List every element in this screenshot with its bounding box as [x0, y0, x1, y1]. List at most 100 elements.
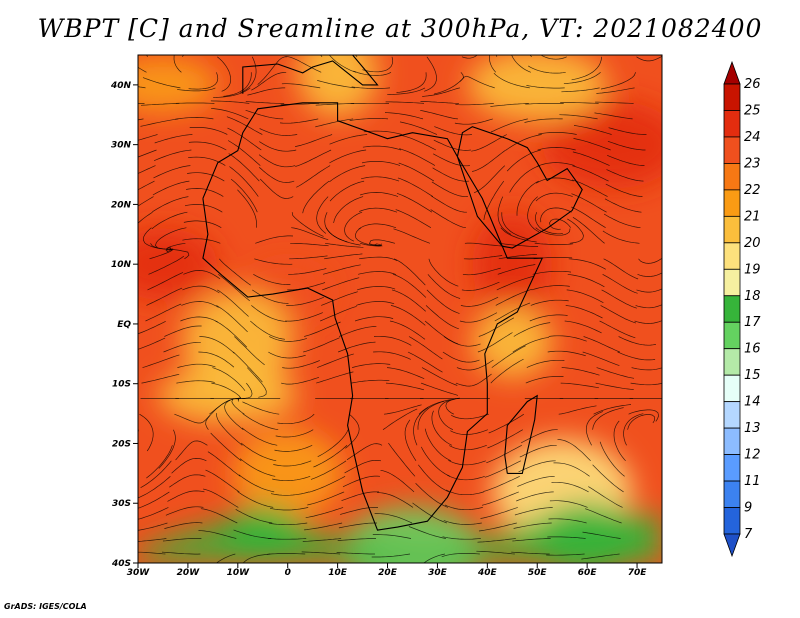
streamline [210, 432, 242, 462]
streamline [171, 458, 207, 474]
streamline [448, 459, 486, 466]
streamline [500, 227, 537, 243]
streamline [266, 553, 306, 555]
streamline [154, 227, 187, 248]
streamline [608, 127, 647, 135]
streamline [303, 337, 340, 353]
streamline [443, 520, 482, 525]
streamline [499, 242, 539, 247]
lat-tick-label: EQ [117, 320, 131, 330]
streamline [630, 382, 662, 386]
streamline [461, 55, 478, 59]
streamline [200, 508, 238, 524]
grads-credit: GrADS: IGES/COLA [4, 602, 87, 611]
map-title: WBPT [C] and Sreamline at 300hPa, VT: 20… [37, 14, 763, 43]
streamline [147, 272, 184, 291]
streamline [166, 242, 186, 253]
colorbar-swatch [723, 268, 741, 297]
streamline [595, 101, 634, 104]
streamline [152, 196, 189, 213]
streamline [472, 149, 507, 172]
streamline [638, 257, 662, 264]
arabia-coast [456, 126, 583, 249]
streamline [462, 267, 501, 276]
streamline [212, 367, 246, 391]
colorbar: 26 25 24 23 22 21 20 19 18 17 16 15 14 13 12 11 9 7 [723, 60, 761, 558]
streamline [315, 103, 355, 106]
streamline [513, 322, 551, 337]
streamline [138, 551, 166, 555]
streamline [605, 183, 643, 197]
streamline [442, 536, 481, 540]
streamline [561, 87, 600, 93]
streamline [305, 507, 344, 519]
streamline [336, 552, 375, 555]
streamline [455, 103, 494, 106]
streamline [477, 332, 513, 353]
field-region [157, 367, 298, 424]
streamline [92, 553, 130, 554]
streamline [424, 320, 459, 345]
streamline [628, 409, 659, 422]
streamline [268, 522, 308, 526]
streamline [177, 363, 216, 368]
streamline [333, 196, 364, 223]
streamline [564, 320, 602, 334]
streamline [247, 367, 267, 398]
lon-tick-label: 30E [428, 568, 448, 578]
streamline [473, 165, 506, 194]
streamline [358, 271, 397, 275]
streamline [487, 429, 523, 449]
streamline [524, 118, 563, 123]
madagascar-coast [504, 394, 538, 474]
streamline [418, 464, 450, 493]
streamline [380, 469, 415, 493]
streamline [240, 56, 257, 94]
streamline [374, 513, 413, 524]
streamline [238, 474, 275, 493]
streamline [498, 253, 538, 260]
streamline [154, 134, 193, 144]
streamline [277, 413, 315, 425]
lat-tick-label: 30S [112, 499, 131, 509]
streamline [417, 400, 445, 430]
streamline [138, 165, 156, 174]
streamline [480, 507, 518, 519]
streamline [572, 151, 610, 166]
streamline [525, 103, 564, 105]
colorbar-label: 21 [744, 209, 761, 224]
streamline [471, 134, 507, 152]
colorbar-swatch [723, 110, 741, 138]
streamline [549, 218, 571, 230]
streamline [627, 414, 656, 430]
streamline [497, 264, 536, 275]
streamline [546, 553, 585, 556]
streamline [97, 492, 135, 498]
streamline [603, 258, 639, 280]
streamline [514, 507, 553, 516]
streamline [211, 107, 249, 120]
field-region [472, 305, 553, 378]
lon-tick-label: 60E [578, 568, 598, 578]
lat-tick-label: 30N [111, 141, 132, 151]
streamline [486, 444, 522, 464]
field-region [232, 429, 343, 518]
longitude-axis: 30W 20W 10W 0 10E 20E 30E 40E 50E 60E 70E [127, 563, 647, 578]
streamline [413, 407, 429, 446]
streamline [497, 196, 512, 235]
colorbar-swatch [723, 454, 741, 482]
lat-tick-label: 10N [111, 260, 132, 270]
streamline [505, 134, 542, 151]
lon-tick-label: 10W [227, 568, 251, 578]
streamline [281, 376, 320, 385]
colorbar-swatch [723, 163, 741, 191]
streamline [617, 351, 656, 361]
lon-tick-label: 70E [628, 568, 648, 578]
streamline [396, 192, 433, 213]
streamline [237, 491, 274, 508]
streamline [408, 336, 443, 360]
colorbar-label: 7 [744, 527, 753, 542]
streamline [161, 551, 201, 555]
streamline [357, 286, 396, 291]
streamline [324, 212, 348, 243]
